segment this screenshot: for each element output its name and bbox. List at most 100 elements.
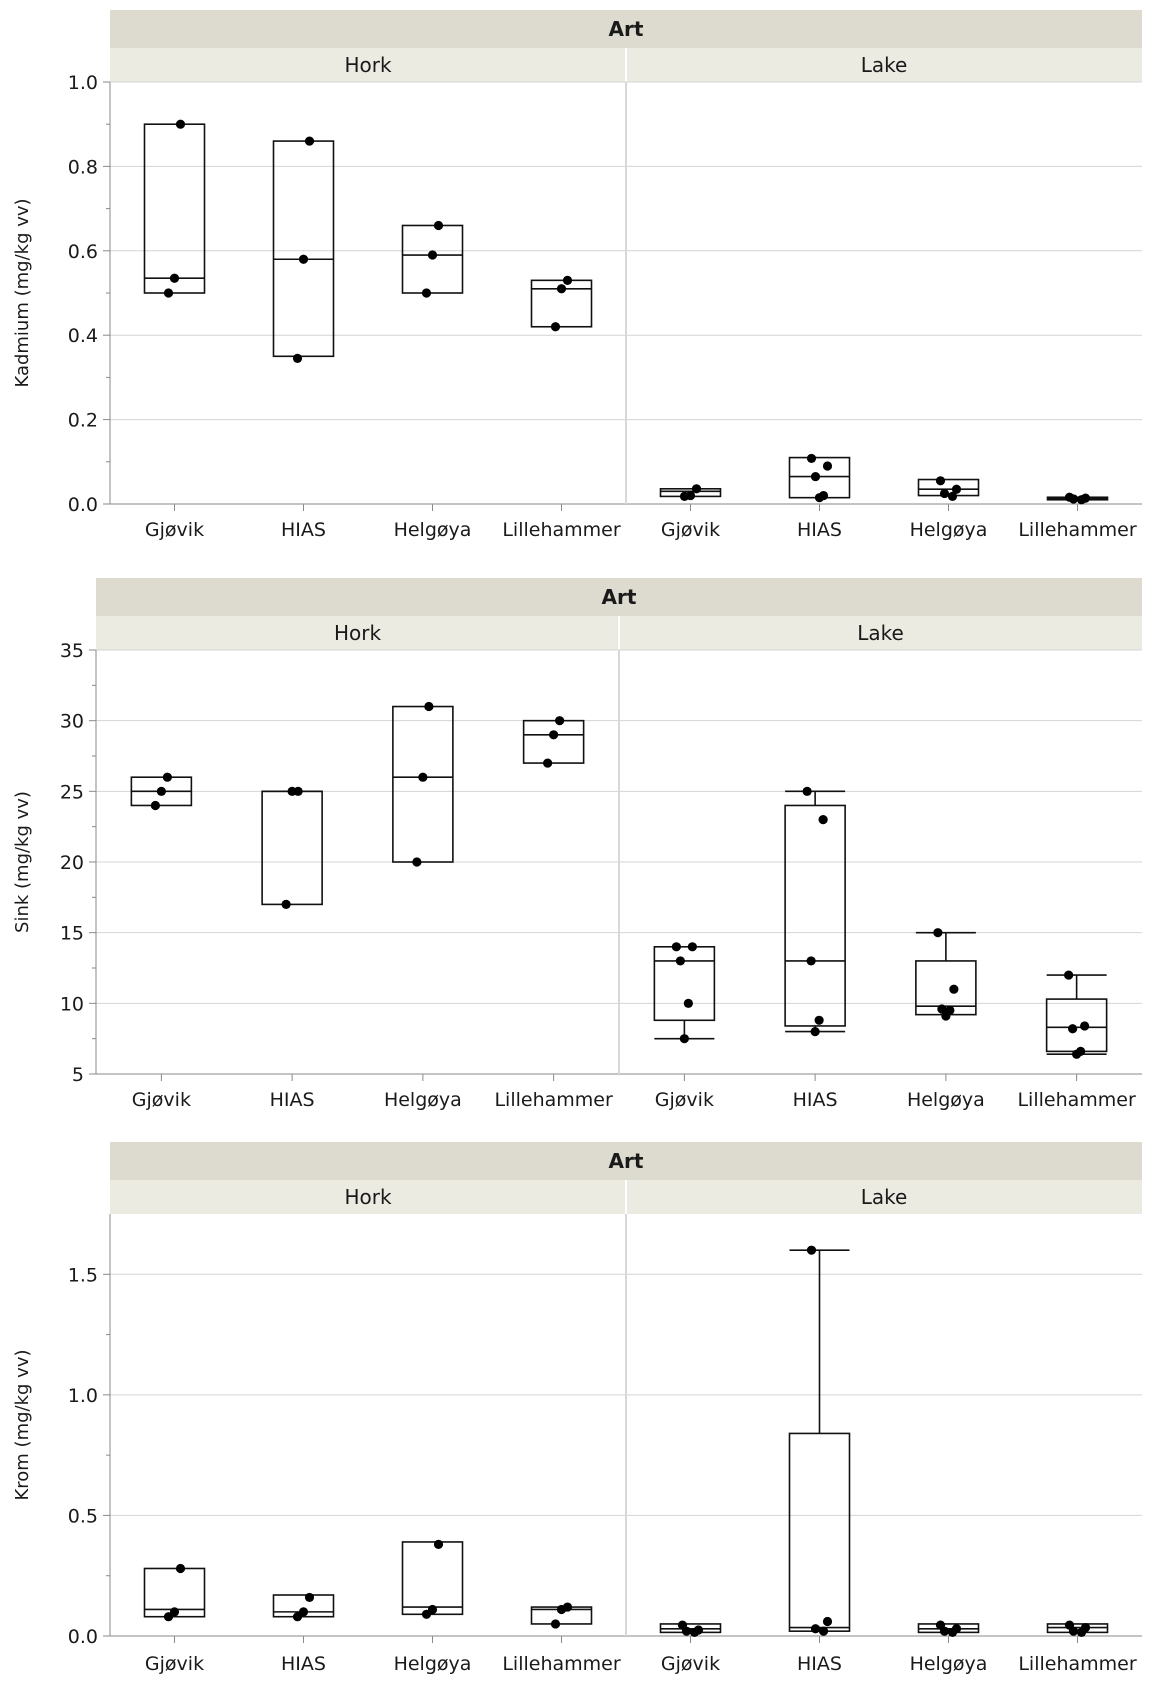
y-tick-label: 0.0: [68, 494, 98, 516]
data-point: [543, 758, 553, 768]
y-axis-label: Kadmium (mg/kg vv): [12, 198, 33, 387]
box-lake-3: [917, 476, 980, 502]
facet-header-bar: [96, 616, 619, 650]
data-point: [691, 484, 702, 494]
data-point: [292, 1612, 303, 1622]
box-iqr: [143, 1567, 206, 1618]
box-iqr: [272, 1594, 335, 1618]
data-point: [1076, 1627, 1087, 1637]
box-hork-3: [392, 701, 454, 867]
x-tick-label: Lillehammer: [502, 519, 621, 541]
data-point: [810, 1027, 820, 1037]
box-iqr: [143, 123, 206, 294]
box-iqr: [522, 719, 585, 764]
data-point: [933, 928, 943, 938]
box-hork-2: [261, 786, 323, 910]
data-point: [1064, 970, 1074, 980]
data-point: [298, 254, 309, 264]
x-tick-label: Lillehammer: [494, 1089, 613, 1111]
box-iqr: [784, 804, 846, 1027]
group-header-bar: [110, 10, 1142, 48]
data-point: [292, 353, 303, 364]
box-lake-4: [1046, 492, 1109, 505]
data-point: [947, 1627, 958, 1637]
x-tick-label: HIAS: [793, 1089, 838, 1111]
data-point: [421, 288, 432, 298]
box-hork-2: [272, 1592, 335, 1622]
data-point: [689, 1627, 700, 1637]
x-tick-label: Gjøvik: [655, 1089, 714, 1111]
data-point: [421, 1609, 432, 1619]
data-point: [550, 322, 561, 332]
data-point: [1068, 1024, 1078, 1034]
data-point: [949, 984, 959, 994]
x-tick-label: Gjøvik: [661, 1653, 720, 1675]
box-hork-1: [130, 772, 193, 811]
box-lake-2: [788, 453, 851, 503]
y-tick-label: 30: [60, 711, 84, 733]
data-point: [935, 476, 946, 486]
y-tick-label: 1.0: [68, 1385, 98, 1407]
x-tick-label: Gjøvik: [132, 1089, 191, 1111]
data-point: [679, 491, 690, 502]
y-axis-label: Sink (mg/kg vv): [12, 791, 33, 933]
data-point: [802, 786, 812, 796]
data-point: [822, 1616, 833, 1627]
x-tick-label: Helgøya: [394, 519, 472, 541]
data-point: [814, 1015, 824, 1025]
data-point: [806, 1245, 817, 1255]
data-point: [418, 772, 428, 782]
data-point: [818, 815, 828, 825]
y-tick-label: 0.6: [68, 241, 98, 263]
x-tick-label: Lillehammer: [1018, 1653, 1137, 1675]
data-point: [1068, 1626, 1079, 1636]
data-point: [687, 942, 697, 952]
chart-panel-2: Art Hork Lake 5 10 15 20 25 30 35 Sink (mg/kg vv) G…: [12, 578, 1142, 1111]
y-tick-label: 20: [60, 852, 84, 874]
x-tick-label: HIAS: [281, 1653, 326, 1675]
data-point: [549, 730, 559, 740]
data-point: [175, 1563, 186, 1574]
data-point: [1068, 494, 1079, 504]
box-hork-3: [401, 1539, 464, 1619]
data-point: [555, 716, 565, 726]
data-point: [550, 1619, 561, 1629]
data-point: [675, 956, 685, 966]
box-iqr: [1045, 998, 1108, 1053]
data-point: [681, 1626, 692, 1636]
data-point: [1076, 495, 1087, 505]
x-tick-label: Gjøvik: [145, 519, 204, 541]
box-hork-4: [530, 1602, 593, 1629]
box-lake-3: [915, 928, 977, 1021]
data-point: [556, 284, 567, 294]
box-lake-4: [1046, 1620, 1109, 1637]
box-iqr: [401, 1541, 464, 1616]
box-hork-4: [522, 716, 585, 768]
box-iqr: [788, 1432, 851, 1632]
data-point: [806, 453, 817, 464]
data-point: [556, 1604, 567, 1615]
box-iqr: [530, 279, 593, 328]
data-point: [433, 1539, 444, 1549]
data-point: [304, 136, 315, 146]
y-tick-label: 1.5: [68, 1264, 98, 1286]
data-point: [412, 857, 422, 867]
facet-header-label: Lake: [861, 1185, 908, 1209]
y-tick-label: 0.8: [68, 156, 98, 178]
facet-header-bar: [110, 1180, 626, 1214]
data-point: [941, 1011, 951, 1021]
data-point: [424, 701, 434, 712]
data-point: [937, 1004, 947, 1014]
data-point: [163, 288, 174, 298]
box-hork-1: [143, 1563, 206, 1622]
x-tick-label: Lillehammer: [1018, 519, 1137, 541]
data-point: [1080, 1021, 1090, 1031]
x-tick-label: HIAS: [797, 519, 842, 541]
x-tick-label: Gjøvik: [145, 1653, 204, 1675]
group-header-label: Art: [609, 17, 644, 41]
y-tick-label: 10: [60, 993, 84, 1015]
box-lake-1: [659, 484, 722, 502]
data-point: [427, 250, 438, 260]
data-point: [562, 275, 573, 285]
data-point: [939, 488, 950, 499]
